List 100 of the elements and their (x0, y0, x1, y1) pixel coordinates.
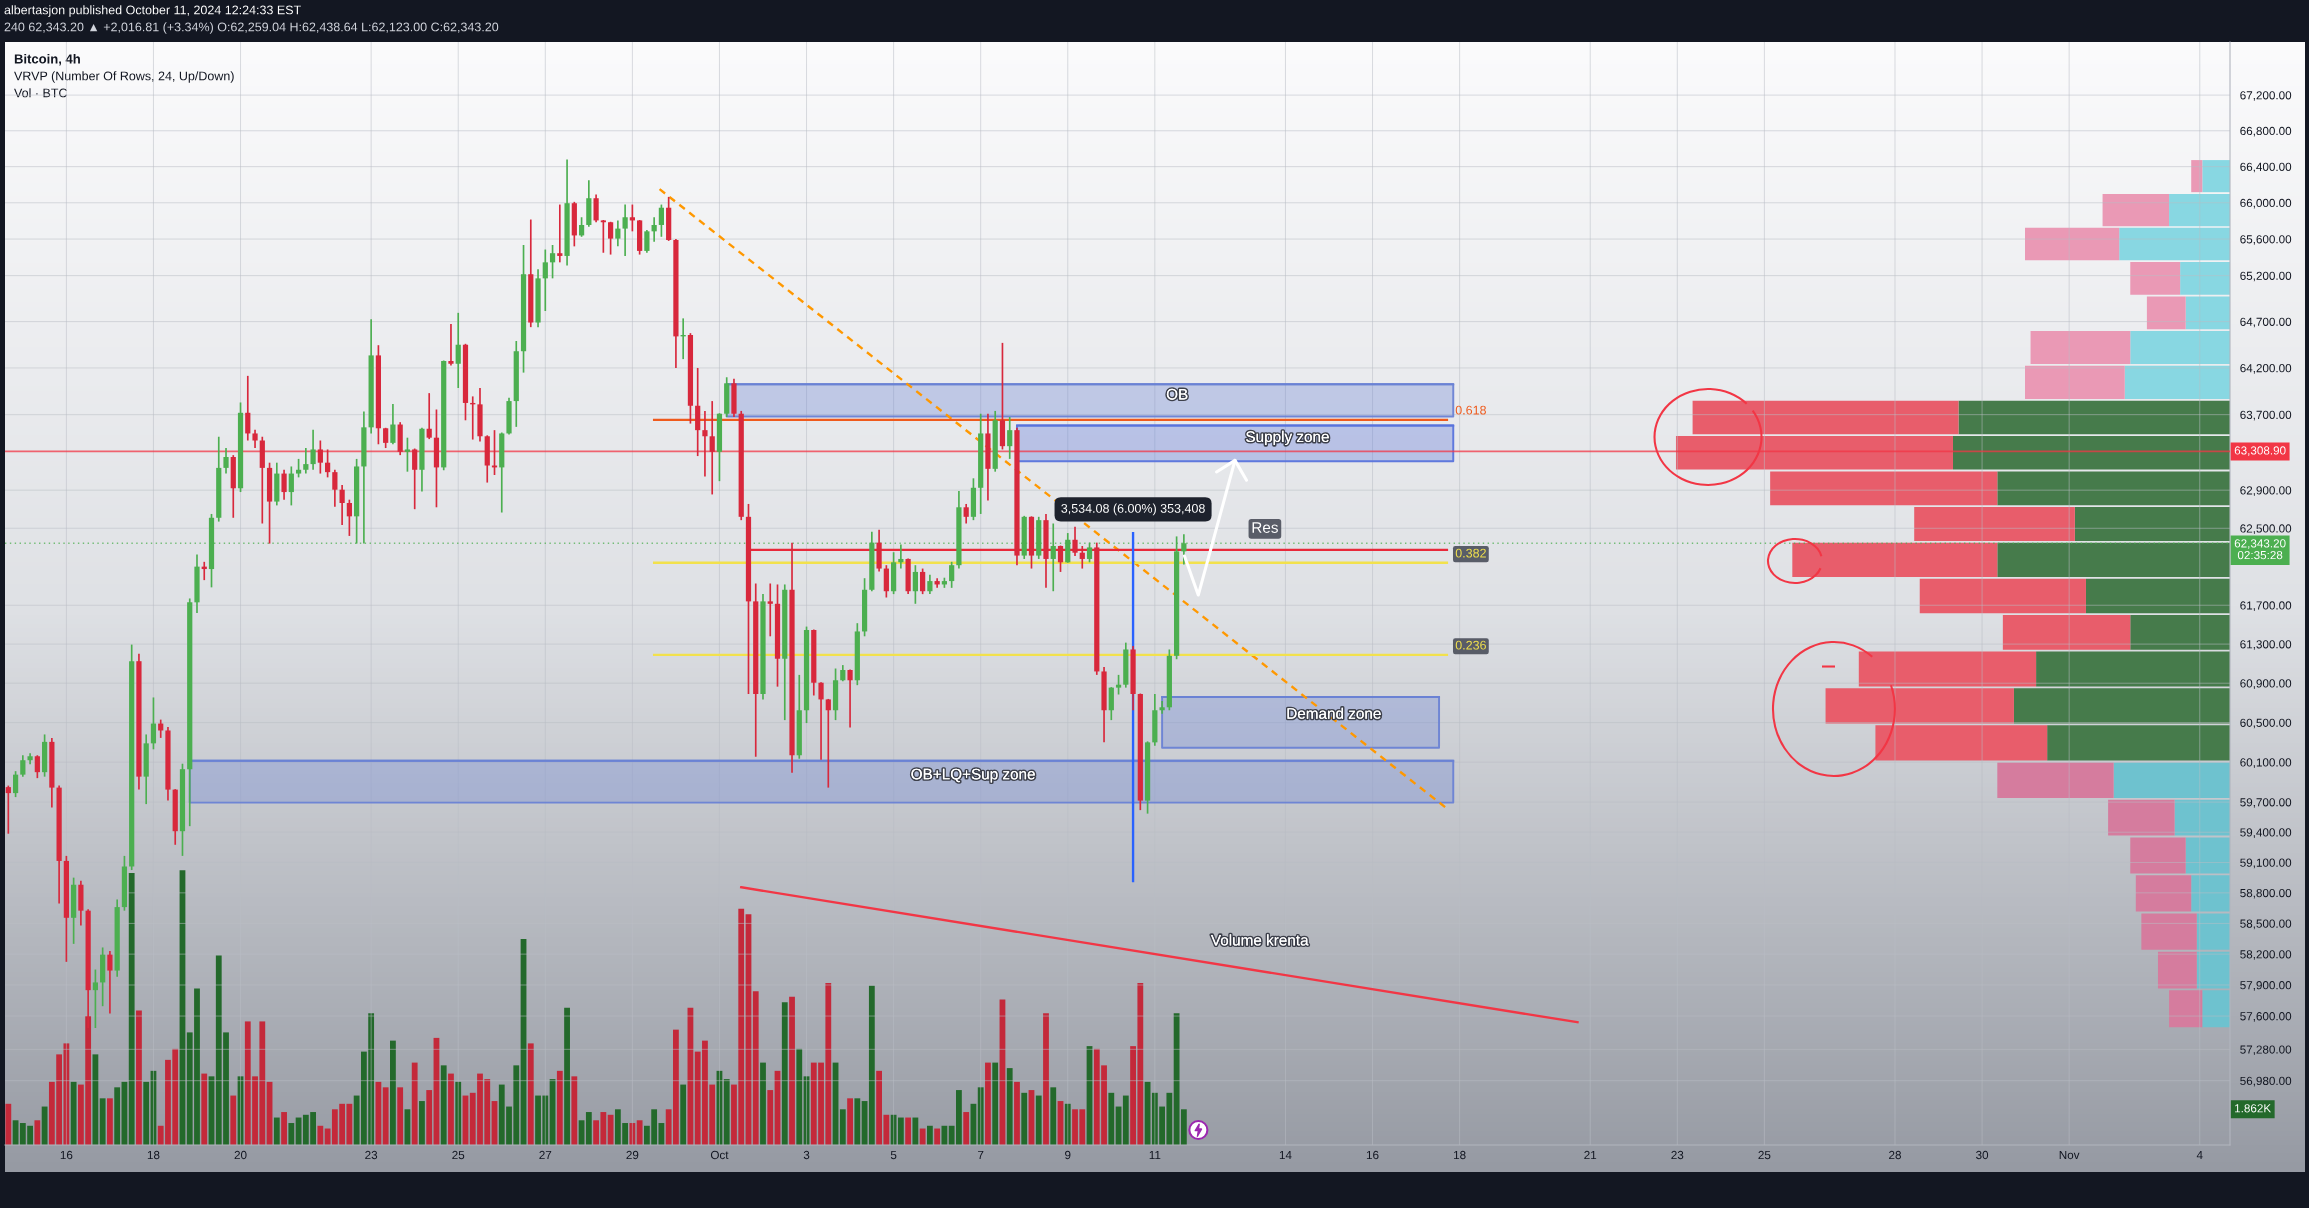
y-tick-label: 65,200.00 (2240, 271, 2292, 282)
bar (273, 1117, 280, 1145)
bar (317, 1125, 324, 1145)
series-label: 0.236 (1455, 640, 1486, 650)
bar (760, 1062, 766, 1145)
candlestick (622, 203, 628, 257)
ref-line-label: 63,308.90 (2234, 446, 2286, 456)
bar (629, 1123, 636, 1145)
candlestick (346, 498, 352, 537)
bar (70, 1081, 77, 1145)
y-tick-label: 59,100.00 (2240, 858, 2292, 869)
bar (868, 985, 875, 1145)
candlestick (1115, 674, 1122, 696)
chart-subtitle: 240 62,343.20 ▲ +2,016.81 (+3.34%) O:62,259.04 H:62,438.64 L:62,123.00 C:62,343.20 (4, 22, 499, 34)
candlestick (920, 567, 926, 595)
bar (1064, 1103, 1071, 1145)
candlestick (455, 312, 461, 389)
y-tick-label: 58,800.00 (2240, 888, 2292, 899)
candlestick (557, 203, 563, 264)
y-tick-label: 65,600.00 (2240, 235, 2292, 245)
candlestick (223, 447, 229, 475)
bar (854, 1098, 861, 1145)
y-tick-label: 64,200.00 (2240, 364, 2292, 374)
candlestick (426, 392, 432, 440)
x-tick-label: 16 (1366, 1150, 1379, 1160)
bar (905, 1117, 912, 1145)
y-tick-label: 60,100.00 (2240, 758, 2292, 768)
x-tick-label: Nov (2059, 1150, 2080, 1160)
bar (128, 873, 135, 1145)
x-tick-label: 29 (626, 1150, 639, 1160)
candlestick (658, 203, 665, 238)
y-tick-label: 63,700.00 (2240, 410, 2292, 421)
candlestick (245, 375, 251, 442)
bar (419, 1101, 425, 1145)
bar (767, 1090, 774, 1145)
y-tick-label: 67,200.00 (2240, 91, 2292, 101)
x-tick-label: 30 (1976, 1150, 1989, 1160)
candlestick (912, 564, 918, 605)
x-tick-label: 18 (1454, 1150, 1466, 1160)
x-tick-label: 3 (803, 1150, 810, 1160)
bar (382, 1087, 389, 1145)
candlestick (303, 447, 309, 475)
candlestick (12, 770, 19, 798)
bar (985, 1062, 991, 1145)
candlestick (709, 400, 715, 496)
bar (571, 1076, 578, 1145)
bar (448, 1073, 454, 1145)
bar (564, 1007, 570, 1145)
candlestick (644, 229, 650, 254)
candlestick (252, 428, 258, 449)
bar (992, 1062, 999, 1145)
x-tick-label: 4 (2196, 1150, 2203, 1160)
bar (288, 1123, 295, 1145)
candlestick (310, 428, 316, 471)
bar (411, 1062, 418, 1145)
y-tick-label: 58,200.00 (2240, 950, 2292, 960)
bar (839, 1109, 846, 1145)
bar (1043, 1013, 1049, 1145)
annotation: VRVP (Number Of Rows, 24, Up/Down) (14, 71, 234, 83)
x-tick-label: 28 (1889, 1150, 1901, 1160)
bar (680, 1084, 687, 1145)
series-label: Supply zone (1246, 430, 1329, 446)
bar (281, 1112, 287, 1145)
candlestick (600, 219, 606, 254)
y-tick-label: 60,500.00 (2240, 718, 2292, 729)
candlestick (1108, 686, 1114, 721)
bar (847, 1098, 853, 1145)
candlestick (608, 220, 614, 256)
candlestick (883, 564, 889, 599)
bar (636, 1120, 643, 1145)
bar (796, 1048, 803, 1145)
candlestick (615, 219, 621, 248)
bar (455, 1081, 462, 1145)
annotation: Res (1252, 522, 1278, 533)
candlestick (1072, 526, 1078, 557)
bar (34, 1120, 41, 1145)
candlestick (927, 573, 933, 595)
x-tick-label: 16 (60, 1150, 73, 1160)
series-label: Demand zone (1287, 707, 1381, 719)
candlestick (325, 448, 331, 479)
x-tick-label: 25 (452, 1150, 465, 1160)
candlestick (1007, 416, 1013, 460)
x-tick-label: 21 (1584, 1150, 1597, 1160)
series-label: OB+LQ+Sup zone (911, 768, 1035, 783)
y-tick-label: 57,900.00 (2240, 981, 2292, 991)
candlestick (847, 668, 853, 729)
candlestick (281, 468, 287, 501)
candlestick (448, 323, 454, 367)
candlestick (150, 696, 157, 751)
candlestick (5, 784, 11, 835)
bar (440, 1065, 447, 1145)
bar (585, 1112, 592, 1145)
bar (390, 1040, 396, 1145)
series-label: 0.618 (1455, 405, 1486, 415)
candlestick (107, 950, 113, 1015)
y-tick-label: 58,500.00 (2240, 919, 2292, 930)
candlestick (578, 216, 585, 238)
bar (781, 1002, 788, 1145)
y-tick-label: 57,280.00 (2240, 1045, 2292, 1056)
bar (723, 1079, 730, 1145)
